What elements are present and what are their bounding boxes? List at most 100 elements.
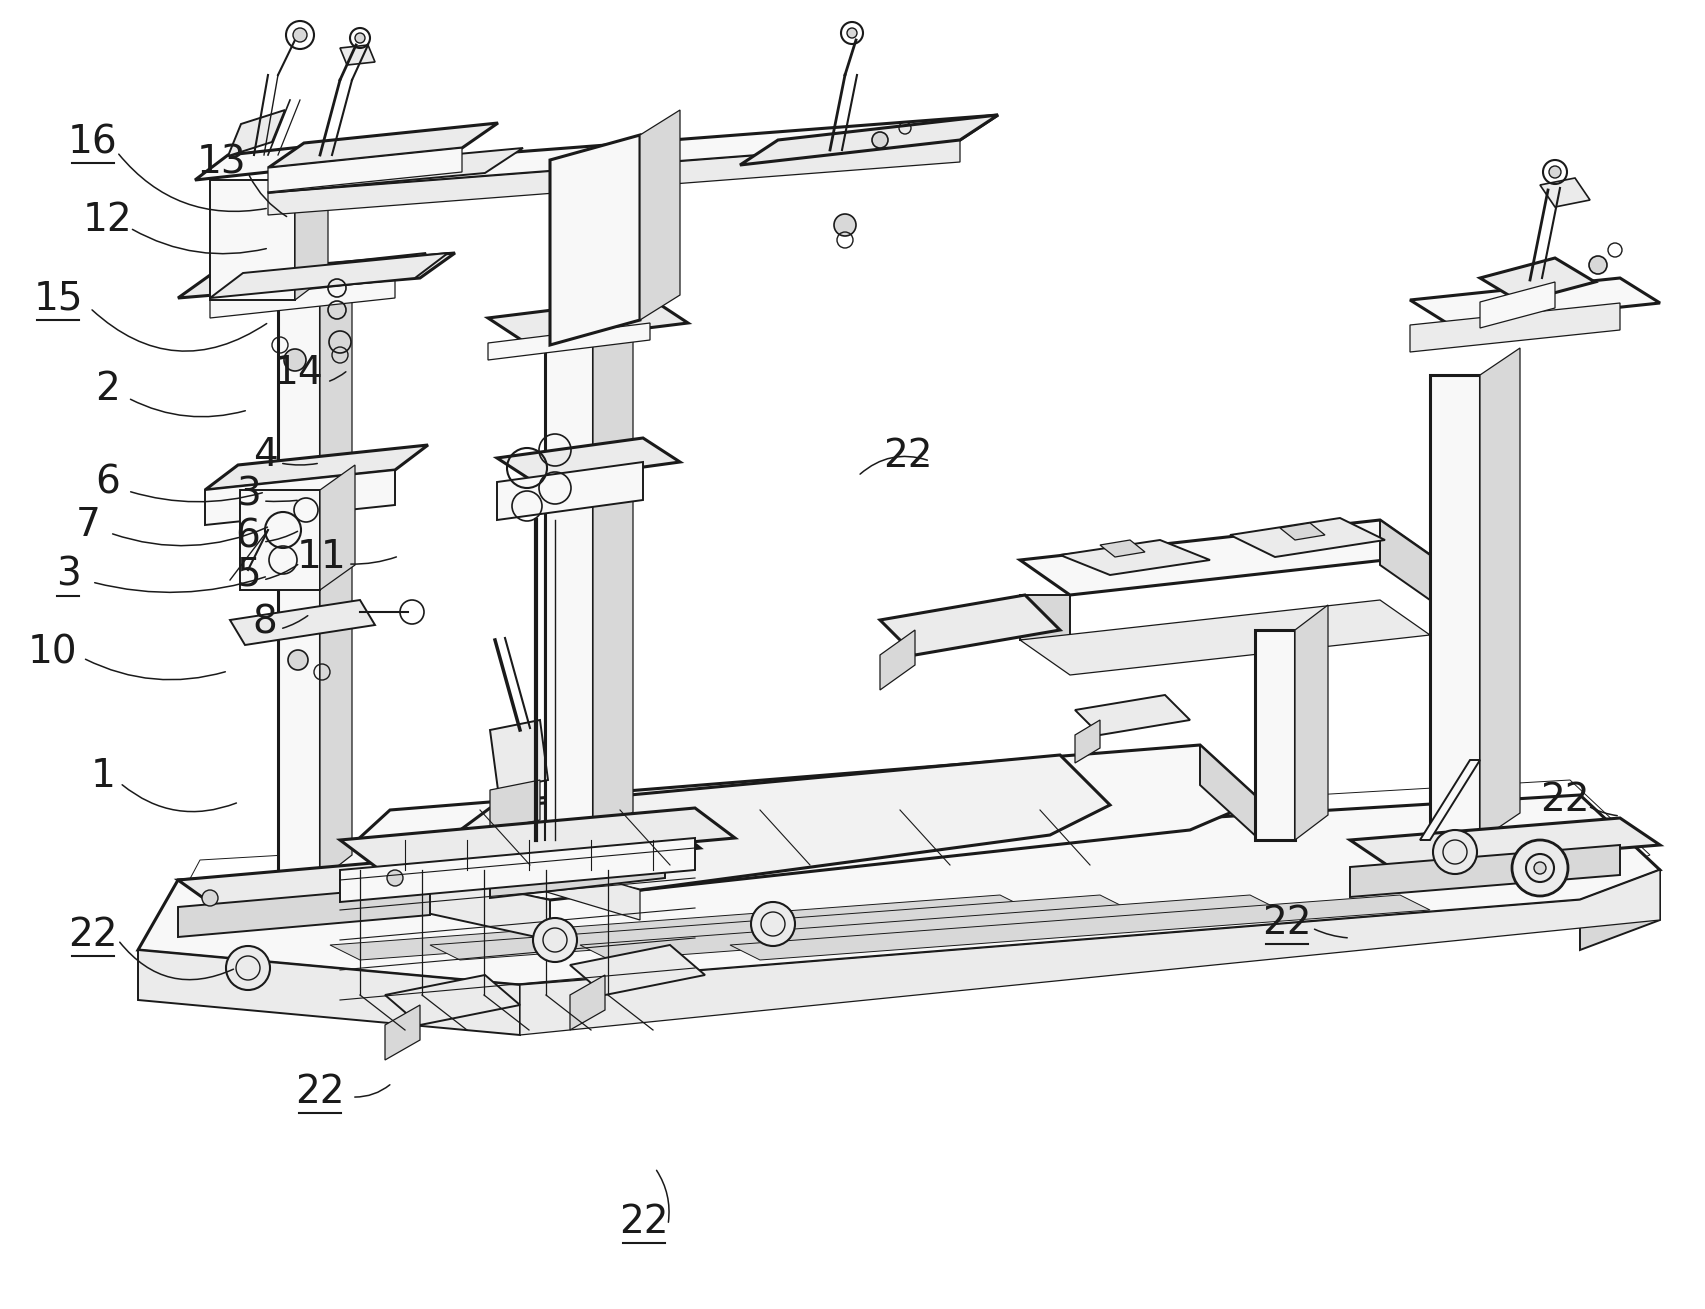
Text: 22: 22 — [295, 1073, 344, 1111]
Polygon shape — [230, 600, 375, 645]
Circle shape — [834, 213, 856, 236]
Text: 7: 7 — [75, 507, 101, 545]
Circle shape — [225, 946, 269, 990]
Polygon shape — [295, 154, 327, 300]
Polygon shape — [177, 885, 430, 937]
Circle shape — [283, 350, 305, 370]
Polygon shape — [210, 253, 448, 298]
Text: 22: 22 — [1262, 905, 1311, 942]
Polygon shape — [1480, 348, 1519, 840]
Polygon shape — [544, 319, 593, 840]
Polygon shape — [430, 895, 1129, 959]
Polygon shape — [488, 323, 650, 360]
Text: 16: 16 — [68, 123, 118, 161]
Polygon shape — [520, 870, 1659, 1035]
Circle shape — [387, 870, 402, 886]
Polygon shape — [339, 808, 735, 870]
Text: 2: 2 — [95, 370, 121, 408]
Polygon shape — [138, 795, 1659, 984]
Polygon shape — [278, 300, 321, 880]
Polygon shape — [1020, 600, 1429, 675]
Circle shape — [846, 27, 856, 38]
Polygon shape — [1199, 745, 1260, 840]
Circle shape — [871, 132, 888, 148]
Text: 8: 8 — [252, 603, 278, 641]
Polygon shape — [240, 490, 321, 590]
Polygon shape — [1229, 518, 1384, 558]
Polygon shape — [390, 865, 549, 940]
Text: 22: 22 — [619, 1203, 668, 1241]
Polygon shape — [218, 860, 430, 908]
Polygon shape — [177, 857, 467, 907]
Circle shape — [355, 33, 365, 43]
Polygon shape — [880, 596, 1059, 654]
Polygon shape — [138, 950, 520, 1035]
Text: 22: 22 — [1540, 781, 1589, 819]
Circle shape — [201, 890, 218, 906]
Polygon shape — [268, 140, 960, 215]
Polygon shape — [489, 846, 639, 920]
Polygon shape — [1379, 520, 1429, 600]
Polygon shape — [385, 975, 520, 1025]
Polygon shape — [177, 253, 455, 298]
Polygon shape — [1408, 302, 1620, 352]
Polygon shape — [489, 819, 699, 868]
Polygon shape — [1059, 541, 1209, 575]
Text: 10: 10 — [29, 634, 78, 672]
Text: 12: 12 — [84, 202, 133, 240]
Polygon shape — [1074, 695, 1190, 734]
Polygon shape — [569, 975, 605, 1030]
Polygon shape — [1540, 178, 1589, 207]
Polygon shape — [489, 848, 665, 898]
Polygon shape — [205, 445, 428, 490]
Polygon shape — [580, 895, 1279, 959]
Circle shape — [1432, 830, 1477, 874]
Circle shape — [750, 902, 795, 946]
Polygon shape — [268, 148, 462, 192]
Polygon shape — [1100, 541, 1144, 558]
Text: 15: 15 — [32, 280, 84, 318]
Text: 22: 22 — [68, 916, 118, 954]
Polygon shape — [210, 280, 396, 318]
Circle shape — [293, 27, 307, 42]
Circle shape — [1548, 166, 1560, 178]
Polygon shape — [1074, 720, 1100, 763]
Text: 5: 5 — [235, 556, 261, 594]
Circle shape — [1533, 863, 1545, 874]
Polygon shape — [1480, 258, 1594, 302]
Polygon shape — [1419, 761, 1480, 840]
Polygon shape — [488, 298, 687, 343]
Circle shape — [1587, 257, 1606, 274]
Text: 6: 6 — [95, 463, 121, 501]
Text: 3: 3 — [56, 556, 80, 594]
Polygon shape — [1279, 524, 1325, 541]
Polygon shape — [268, 148, 523, 192]
Polygon shape — [1294, 605, 1326, 840]
Polygon shape — [489, 720, 547, 791]
Polygon shape — [549, 135, 639, 346]
Polygon shape — [1480, 281, 1553, 329]
Text: 6: 6 — [235, 517, 261, 555]
Polygon shape — [489, 780, 540, 830]
Polygon shape — [639, 110, 680, 319]
Polygon shape — [496, 462, 643, 520]
Text: 1: 1 — [90, 757, 116, 795]
Polygon shape — [205, 470, 396, 525]
Polygon shape — [385, 1005, 419, 1060]
Polygon shape — [1255, 630, 1294, 840]
Polygon shape — [210, 253, 426, 298]
Polygon shape — [1020, 520, 1429, 596]
Polygon shape — [339, 838, 694, 902]
Polygon shape — [569, 945, 704, 995]
Polygon shape — [1349, 846, 1620, 897]
Polygon shape — [1349, 818, 1659, 867]
Text: 3: 3 — [235, 475, 261, 513]
Polygon shape — [339, 45, 375, 65]
Polygon shape — [1429, 374, 1480, 840]
Polygon shape — [329, 745, 1260, 901]
Polygon shape — [1579, 870, 1659, 950]
Polygon shape — [268, 123, 498, 168]
Polygon shape — [496, 439, 680, 482]
Text: 13: 13 — [198, 144, 247, 182]
Polygon shape — [593, 292, 633, 840]
